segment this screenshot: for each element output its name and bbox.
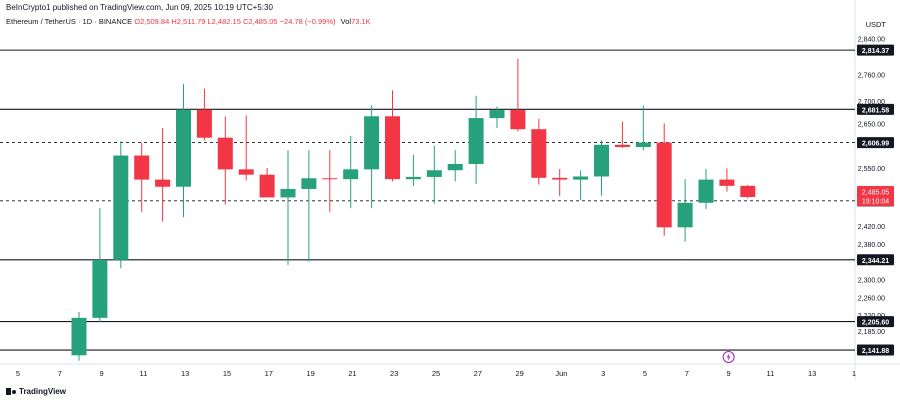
countdown-label: 19:10:04 [862,198,889,205]
level-price-tag [857,137,894,149]
y-tick-label: 2,700.00 [858,99,885,106]
level-price-tag [857,44,894,56]
x-tick-label: 3 [601,369,605,378]
candle-body [489,110,505,119]
level-price-label: 2,141.88 [862,348,889,355]
candle-body [635,142,651,148]
current-price-tag [857,185,894,206]
candle-body [531,129,547,178]
candle-body [301,178,317,189]
x-tick-label: Jun [555,369,567,378]
candle-body [343,169,359,180]
level-price-tag [857,103,894,115]
candle-body [134,155,150,180]
symbol-legend: Ethereum / TetherUS · 1D · BINANCE O2,50… [6,17,371,26]
candle-body [196,109,212,138]
y-tick-label: 2,300.00 [858,278,885,285]
y-tick-label: 2,840.00 [858,37,885,44]
candle-body [405,176,421,180]
level-price-tag [857,344,894,356]
level-price-tag [857,254,894,266]
candle-body [113,155,129,260]
x-tick-label: 7 [58,369,62,378]
candle-body [217,137,233,170]
x-tick-label: 9 [100,369,104,378]
x-tick-label: 11 [140,369,148,378]
candle-body [322,178,338,180]
brand-name: TradingView [19,387,66,396]
candle-body [238,169,254,175]
lightning-bolt [726,353,731,361]
x-tick-label: 5 [16,369,20,378]
candle-body [510,110,526,130]
x-tick-label: 9 [727,369,731,378]
y-tick-label: 2,185.00 [858,329,885,336]
candle-body [280,188,296,198]
y-tick-label: 2,260.00 [858,295,885,302]
x-tick-label: 5 [643,369,647,378]
candle-body [719,179,735,186]
tradingview-logo-icon [6,388,16,395]
candle-body [259,174,275,198]
symbol-name[interactable]: Ethereum / TetherUS · 1D · BINANCE [6,17,133,26]
current-price-label: 2,485.05 [862,189,889,196]
x-tick-label: 15 [223,369,231,378]
candle-body [552,177,568,180]
candle-body [176,109,191,187]
level-price-label: 2,814.37 [862,48,889,55]
x-tick-label: 27 [474,369,482,378]
candle-body [656,142,672,228]
candle-body [677,202,693,228]
x-tick-label: 19 [306,369,314,378]
level-price-label: 2,681.58 [862,107,889,114]
x-tick-label: 17 [265,369,273,378]
candle-body [92,259,108,318]
x-tick-label: 21 [348,369,356,378]
level-price-label: 2,205.60 [862,320,889,327]
x-tick-label: 11 [767,369,775,378]
volume-label: Vol [340,17,352,26]
candle-body [468,118,484,164]
candle-body [594,144,609,177]
level-price-label: 2,344.21 [862,258,889,265]
x-tick-label: 13 [181,369,189,378]
publish-caption: BeInCrypto1 published on TradingView.com… [6,3,273,12]
x-tick-label: 25 [432,369,440,378]
y-tick-label: 2,550.00 [858,166,885,173]
candle-body [740,185,756,197]
currency-label[interactable]: USDT [865,20,886,29]
x-tick-label: 1 [852,369,856,378]
y-tick-label: 2,380.00 [858,242,885,249]
x-tick-label: 13 [808,369,816,378]
y-tick-label: 2,760.00 [858,72,885,79]
y-tick-label: 2,650.00 [858,121,885,128]
x-tick-label: 7 [685,369,689,378]
x-tick-label: 23 [390,369,398,378]
candle-body [447,164,463,171]
brand-footer[interactable]: TradingView [6,387,66,396]
candle-body [155,179,171,187]
candle-body [426,170,442,177]
x-tick-label: 29 [515,369,523,378]
candle-body [71,317,87,356]
ohlc-values: O2,509.84 H2,511.79 L2,482.15 C2,485.05 … [134,17,336,26]
candle-body [573,176,589,180]
candle-body [364,116,380,170]
level-price-label: 2,606.99 [862,141,889,148]
volume-value: 73.1K [351,17,371,26]
candle-body [614,144,630,148]
candle-body [385,116,400,180]
candle-body [698,179,714,203]
level-price-tag [857,316,894,328]
y-tick-label: 2,420.00 [858,224,885,231]
